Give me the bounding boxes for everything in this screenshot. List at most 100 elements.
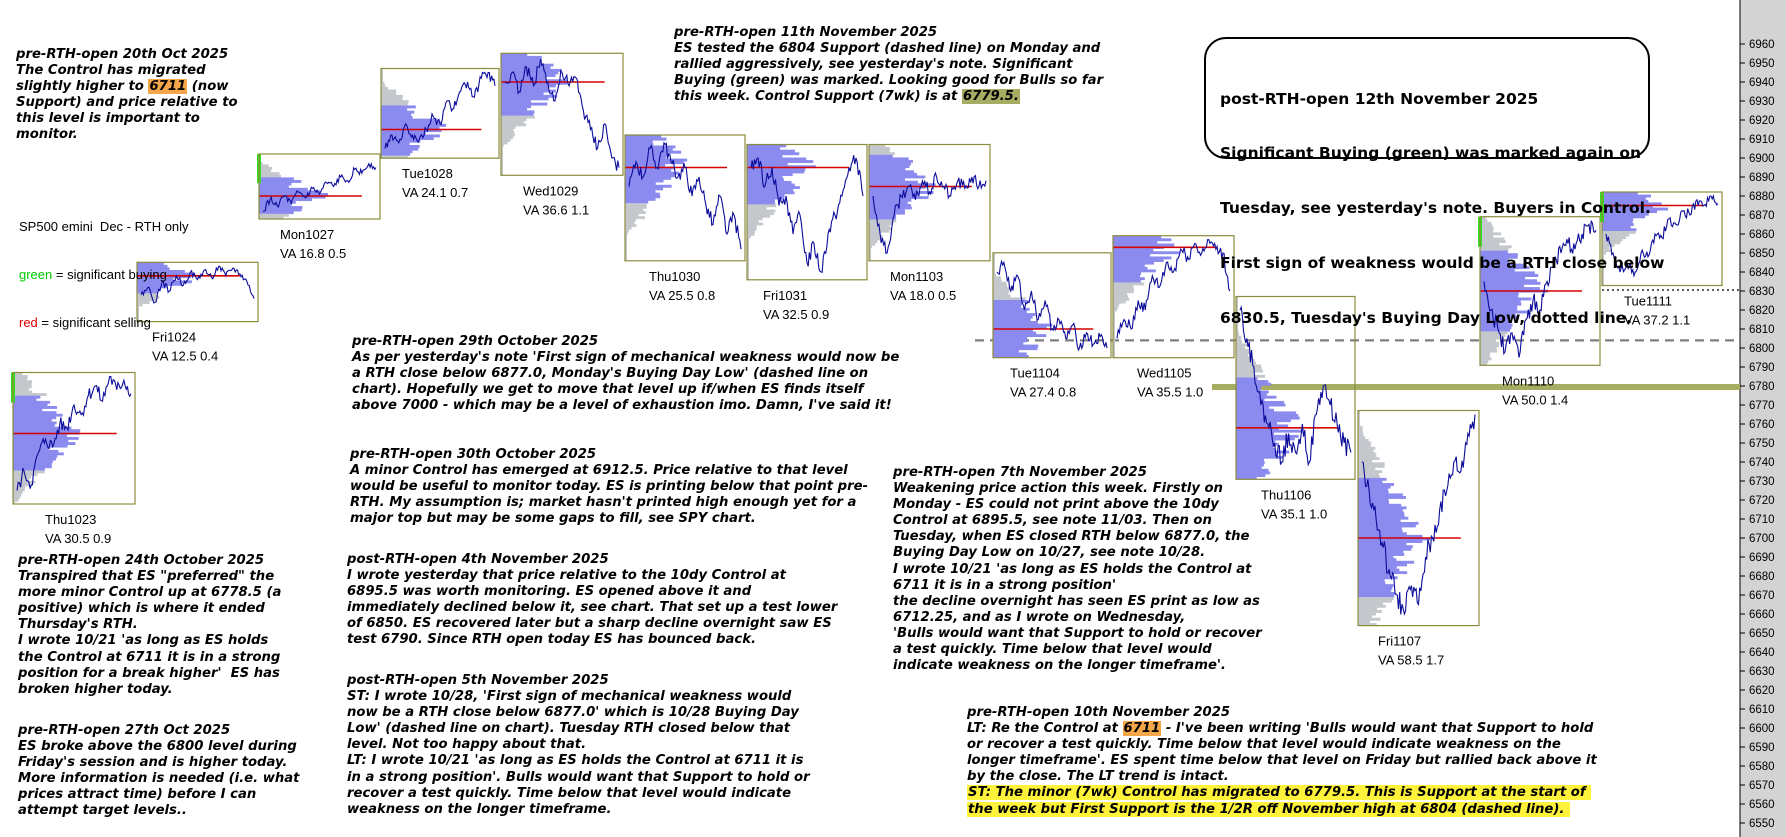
volume-profile-row [869,172,918,176]
volume-profile-row [1602,199,1649,203]
volume-profile-row [501,66,551,70]
volume-profile-row [625,234,627,238]
note-heading: pre-RTH-open 24th October 2025 [18,553,281,569]
note-oct20: pre-RTH-open 20th Oct 2025 The Control ha… [16,47,238,144]
volume-profile-row [1113,292,1128,296]
volume-profile-row [13,377,28,381]
note-line: A minor Control has emerged at 6912.5. P… [350,463,868,479]
box-note-line: Significant Buying (green) was marked ag… [1220,144,1642,163]
volume-profile-row [1602,259,1604,263]
volume-profile-row [1358,490,1389,494]
volume-profile-row [869,191,934,194]
legend-item-selling: red = significant selling [19,315,151,330]
volume-profile-row [381,126,440,130]
volume-profile-row [747,191,795,195]
volume-profile-row [1113,282,1145,286]
note-line: recover a test quickly. Time below that … [347,786,810,802]
note-text: Buying (green) was marked. Looking good … [674,73,1104,89]
volume-profile-row [501,157,503,161]
volume-profile-row [13,372,23,376]
volume-profile-row [993,271,995,275]
volume-profile-row [869,144,886,148]
volume-profile-row [993,292,1009,296]
volume-profile-row [747,219,759,223]
volume-profile-row [13,449,59,453]
volume-profile-row [1236,408,1275,412]
y-axis-tick-label: 6640 [1749,647,1775,659]
volume-profile-row [747,222,764,226]
volume-profile-row [137,319,139,322]
volume-profile-row [625,229,629,233]
volume-profile-row [1236,468,1269,472]
volume-profile-row [869,242,876,246]
note-line: prices attract time) before I can [18,787,299,803]
volume-profile-row [625,153,669,157]
session-label: Fri1031 [763,288,807,303]
session-va-label: VA 24.1 0.7 [402,185,468,200]
y-axis-tick-label: 6840 [1749,267,1775,279]
volume-profile-row [993,252,995,256]
volume-profile-row [625,203,647,207]
volume-profile-row [1113,290,1134,294]
volume-profile-row [1480,360,1489,363]
volume-profile-row [137,272,195,276]
y-axis-tick-label: 6780 [1749,381,1775,393]
volume-profile-row [747,230,755,234]
note-heading: pre-RTH-open 7th November 2025 [893,465,1262,481]
volume-profile-row [747,188,794,192]
volume-profile-row [1113,279,1141,283]
volume-profile-row [1480,250,1508,254]
volume-profile-row [1358,607,1378,611]
y-axis-tick-label: 6950 [1749,58,1775,70]
volume-profile-row [13,491,23,494]
note-line: level. Not too happy about that. [347,737,810,753]
volume-profile-row [1358,612,1376,616]
volume-profile-row [625,239,627,243]
volume-profile-row [501,162,503,166]
note-line: Transpired that ES "preferred" the [18,569,281,585]
volume-profile-row [625,184,672,188]
note-heading: pre-RTH-open 20th Oct 2025 [16,47,238,63]
volume-profile-row [1358,439,1369,442]
volume-profile-row [1602,220,1633,224]
volume-profile-row [1113,243,1175,247]
volume-profile-row [501,89,556,93]
volume-profile-row [259,190,321,194]
note-text: pre-RTH-open 7th November 2025 [893,465,1147,480]
note-text: a RTH close below 6877.0, Monday's Buyin… [352,366,869,382]
volume-profile-row [259,185,289,189]
volume-profile-row [1358,581,1386,585]
volume-profile-row [1358,457,1380,461]
volume-profile-row [381,139,421,143]
volume-profile-row [1358,516,1409,520]
volume-profile-row [1236,351,1252,355]
volume-profile-row [1480,216,1487,220]
volume-profile-row [993,305,1022,309]
volume-profile-row [1358,498,1389,502]
note-text: this week. Control Support (7wk) is at [674,89,962,105]
note-line: Low' (dashed line on chart). Tuesday RTH… [347,721,810,737]
volume-profile-row [1113,336,1115,340]
y-axis-tick-label: 6910 [1749,134,1775,146]
note-line: slightly higher to 6711 (now [16,79,238,95]
note-line: positive) which is where it ended [18,601,281,617]
volume-profile-row [13,375,28,378]
volume-profile-row [1358,558,1397,562]
volume-profile-row [747,274,749,278]
volume-profile-row [137,308,139,312]
note-oct30: pre-RTH-open 30th October 2025 A minor Co… [350,447,868,527]
volume-profile-row [1358,573,1390,577]
volume-profile-row [1602,236,1627,240]
volume-profile-row [869,165,910,169]
volume-profile-row [1480,347,1497,350]
volume-profile-row [1236,301,1238,305]
volume-profile-row [381,147,419,151]
volume-profile-row [501,92,544,96]
y-axis-tick-label: 6800 [1749,343,1775,355]
note-line: by the close. The LT trend is intact. [967,769,1597,785]
volume-profile-row [1236,406,1270,410]
volume-profile-row [1236,333,1239,336]
volume-profile-row [625,195,661,199]
volume-profile-row [1236,416,1300,420]
note-text: position for a break higher' ES has [18,665,280,681]
